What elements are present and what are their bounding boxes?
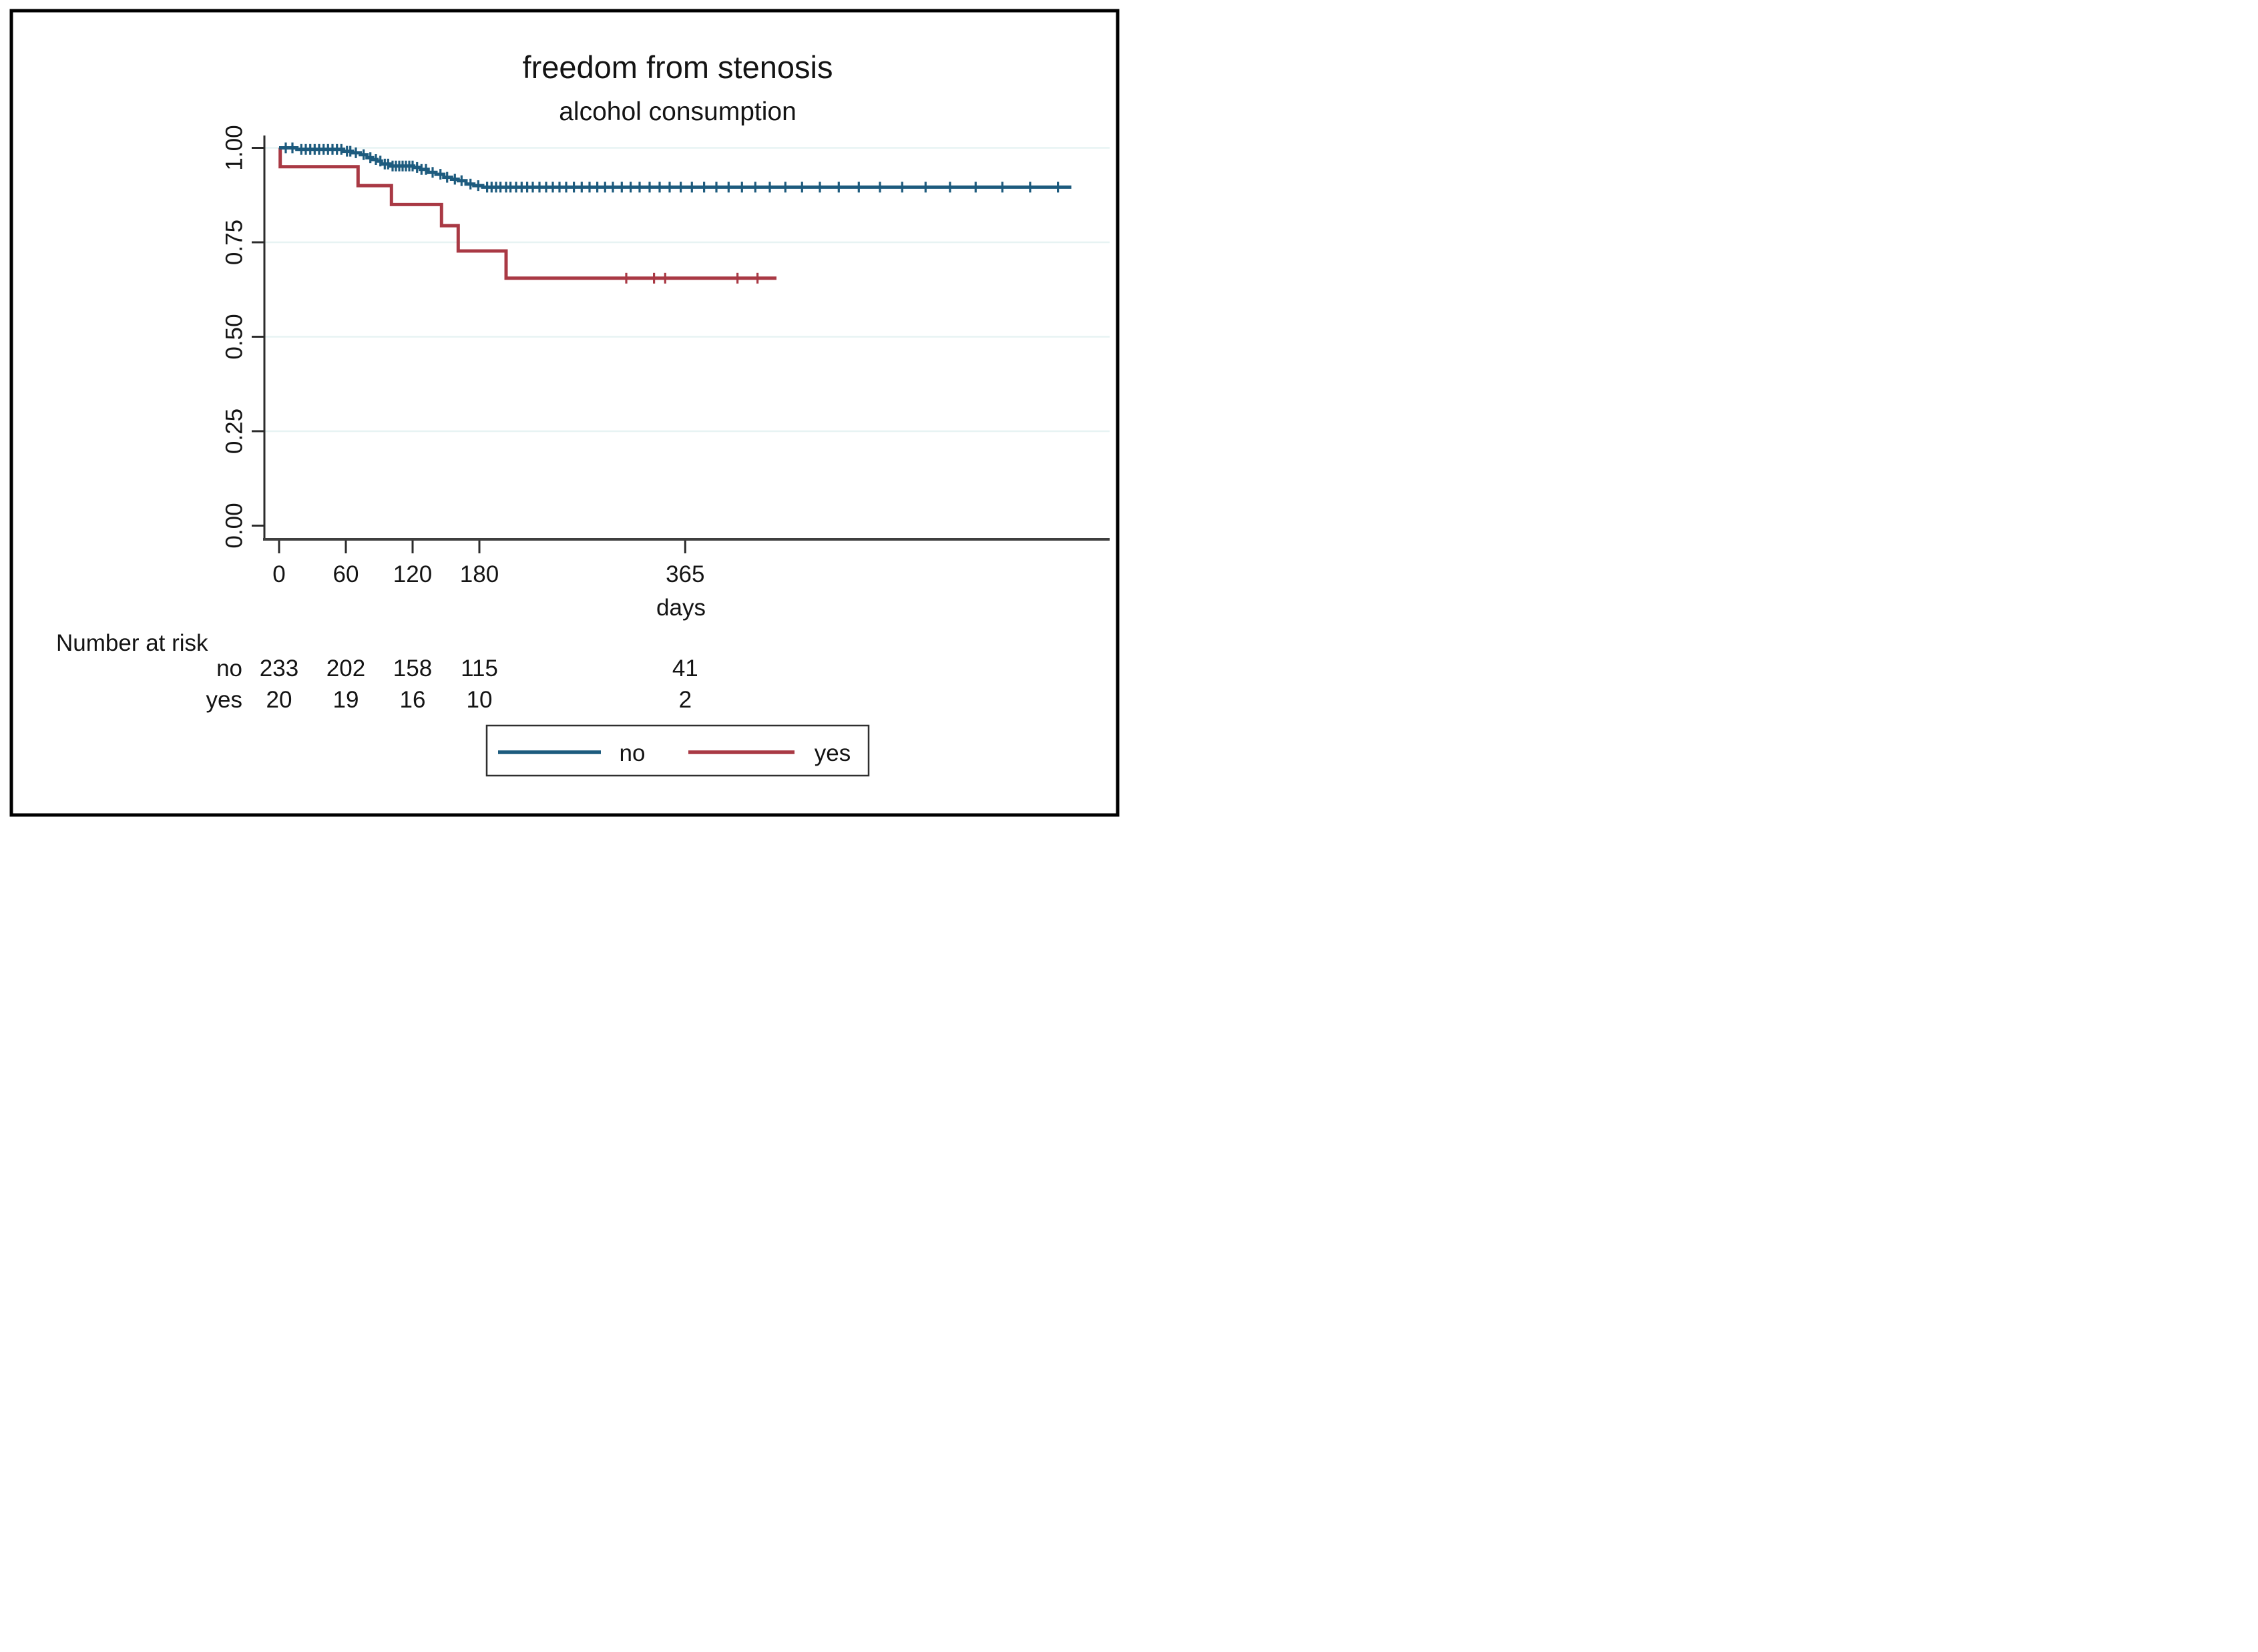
risk-row-yes-label: yes — [206, 687, 242, 713]
risk-yes-t60: 19 — [333, 687, 359, 713]
y-axis — [252, 135, 266, 539]
figure-border — [9, 9, 1120, 817]
legend-label-yes: yes — [815, 740, 851, 766]
risk-table: Number at risk no 233 202 158 115 41 yes… — [56, 630, 698, 713]
risk-no-t120: 158 — [393, 655, 432, 681]
x-label-365: 365 — [666, 561, 704, 587]
risk-yes-t0: 20 — [266, 687, 292, 713]
x-label-180: 180 — [460, 561, 499, 587]
legend-label-no: no — [620, 740, 646, 766]
y-label-0-25: 0.25 — [222, 408, 248, 454]
risk-yes-t365: 2 — [679, 687, 692, 713]
x-label-0: 0 — [272, 561, 285, 587]
risk-yes-t180: 10 — [467, 687, 493, 713]
x-tick-labels: 0 60 120 180 365 — [272, 561, 704, 587]
gridlines — [265, 147, 1110, 433]
risk-yes-t120: 16 — [400, 687, 426, 713]
y-tick-labels: 1.00 0.75 0.50 0.25 0.00 — [222, 125, 248, 548]
chart-subtitle: alcohol consumption — [559, 97, 797, 126]
y-label-0-50: 0.50 — [222, 314, 248, 359]
risk-no-t60: 202 — [326, 655, 365, 681]
risk-no-t365: 41 — [672, 655, 698, 681]
risk-table-title: Number at risk — [56, 630, 208, 656]
figure-container: freedom from stenosis alcohol consumptio… — [0, 0, 1129, 826]
x-axis — [263, 538, 1110, 553]
risk-no-t180: 115 — [461, 655, 498, 681]
y-label-1-00: 1.00 — [222, 125, 248, 170]
censor-marks-no — [284, 142, 1060, 193]
x-label-120: 120 — [393, 561, 432, 587]
km-figure: freedom from stenosis alcohol consumptio… — [9, 9, 1120, 817]
chart-title: freedom from stenosis — [523, 49, 833, 85]
legend: no yes — [485, 724, 870, 777]
x-label-60: 60 — [333, 561, 359, 587]
km-curve-no — [279, 146, 1072, 189]
y-label-0-75: 0.75 — [222, 220, 248, 265]
y-label-0-00: 0.00 — [222, 503, 248, 548]
censor-marks-yes — [625, 272, 759, 284]
km-curve-yes — [278, 146, 776, 280]
x-axis-title: days — [656, 595, 706, 621]
risk-no-t0: 233 — [260, 655, 298, 681]
risk-row-no-label: no — [216, 655, 242, 681]
